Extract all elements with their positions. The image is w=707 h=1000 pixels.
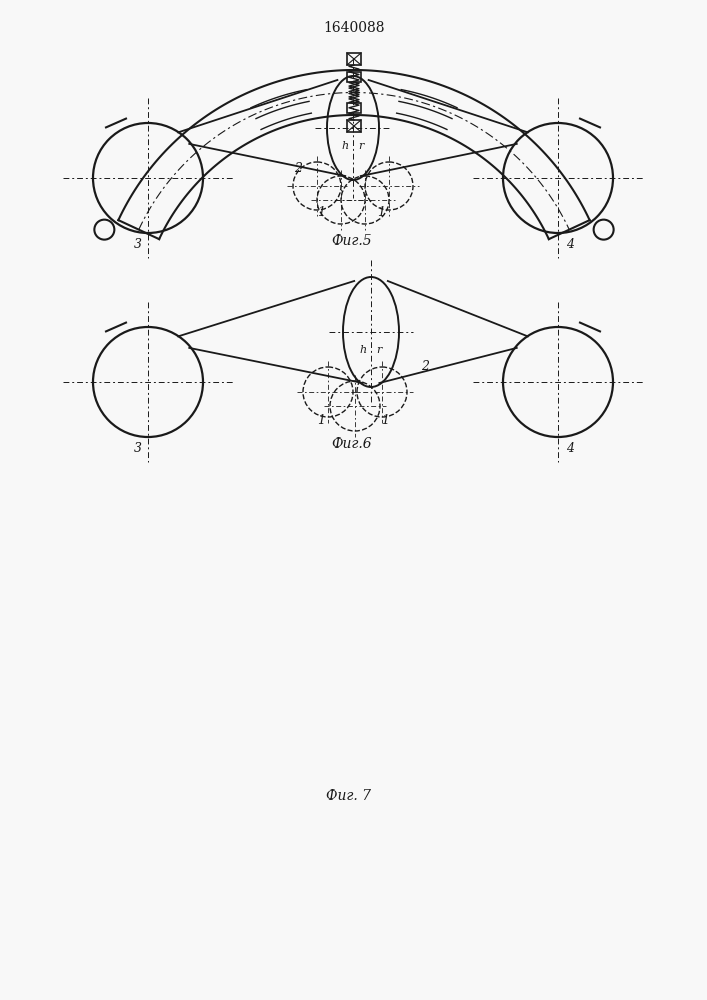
Text: r: r [376,345,382,355]
Text: 1: 1 [317,207,325,220]
Text: h: h [341,141,349,151]
Text: 4: 4 [566,238,574,251]
Text: 2: 2 [294,161,302,174]
Text: 2: 2 [421,360,429,373]
Text: r: r [358,141,363,151]
Text: 1: 1 [381,414,389,426]
Text: 3: 3 [134,442,142,456]
Text: h: h [359,345,366,355]
Text: 3: 3 [134,238,142,251]
Bar [347,120,361,132]
Bar [347,103,361,113]
Text: 4: 4 [566,442,574,456]
Text: 1: 1 [317,414,325,426]
Bar [347,53,361,65]
Text: Фиг.6: Фиг.6 [331,437,372,451]
Text: 1640088: 1640088 [323,21,385,35]
Text: Фиг.5: Фиг.5 [331,234,372,248]
Text: Фиг. 7: Фиг. 7 [326,789,371,803]
Text: 1: 1 [377,207,385,220]
Bar [347,72,361,82]
